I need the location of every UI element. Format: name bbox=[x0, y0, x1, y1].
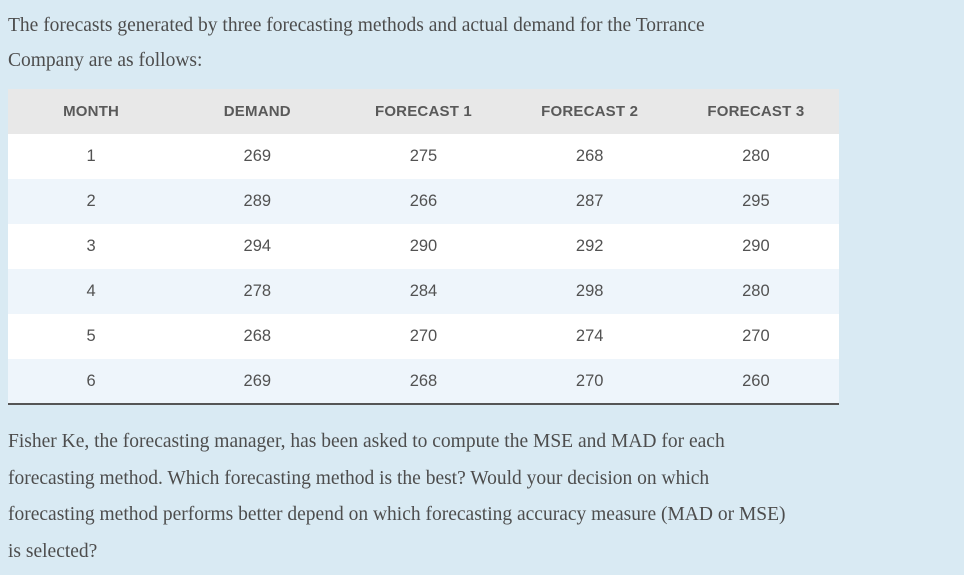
table-header-row: MONTH DEMAND FORECAST 1 FORECAST 2 FOREC… bbox=[8, 89, 839, 134]
table-cell: 275 bbox=[409, 147, 438, 165]
table-cell: 298 bbox=[575, 282, 604, 300]
table-cell: 295 bbox=[742, 192, 770, 210]
table-cell: 294 bbox=[243, 237, 272, 255]
table-row: 5 268 270 274 270 bbox=[8, 314, 839, 359]
intro-paragraph: The forecasts generated by three forecas… bbox=[8, 6, 956, 78]
table-cell: 278 bbox=[243, 282, 272, 300]
question-line: Fisher Ke, the forecasting manager, has … bbox=[8, 431, 725, 452]
table-cell: 289 bbox=[243, 192, 272, 210]
table-cell: 268 bbox=[243, 327, 272, 345]
table-cell: 260 bbox=[742, 371, 770, 390]
table-cell: 280 bbox=[742, 147, 770, 165]
table-cell: 3 bbox=[86, 237, 96, 255]
table-cell: 270 bbox=[409, 327, 438, 345]
table-cell: 1 bbox=[86, 147, 96, 165]
table-cell: 270 bbox=[575, 371, 604, 390]
table-row: 6 269 268 270 260 bbox=[8, 359, 839, 404]
column-header-month: MONTH bbox=[8, 89, 175, 134]
question-paragraph: Fisher Ke, the forecasting manager, has … bbox=[8, 424, 956, 570]
table-cell: 290 bbox=[409, 237, 438, 255]
table-row: 2 289 266 287 295 bbox=[8, 179, 839, 224]
intro-line: The forecasts generated by three forecas… bbox=[8, 15, 705, 36]
table-cell: 287 bbox=[575, 192, 604, 210]
table-cell: 266 bbox=[409, 192, 438, 210]
question-line: forecasting method. Which forecasting me… bbox=[8, 467, 710, 489]
table-cell: 5 bbox=[86, 327, 96, 345]
table-cell: 269 bbox=[243, 371, 272, 390]
table-cell: 284 bbox=[409, 282, 438, 300]
table-row: 3 294 290 292 290 bbox=[8, 224, 839, 269]
column-header-demand: DEMAND bbox=[174, 89, 341, 134]
intro-line: Company are as follows: bbox=[8, 50, 203, 71]
table-cell: 269 bbox=[243, 147, 272, 165]
table-cell: 280 bbox=[742, 282, 770, 300]
question-line: is selected? bbox=[8, 540, 98, 562]
table-cell: 4 bbox=[86, 282, 96, 300]
table-cell: 6 bbox=[86, 371, 96, 390]
table-row: 4 278 284 298 280 bbox=[8, 269, 839, 314]
forecast-table: MONTH DEMAND FORECAST 1 FORECAST 2 FOREC… bbox=[8, 89, 839, 405]
question-line: forecasting method performs better depen… bbox=[8, 504, 786, 525]
column-header-forecast-3: FORECAST 3 bbox=[672, 89, 839, 134]
table-cell: 290 bbox=[742, 237, 770, 255]
table-row: 1 269 275 268 280 bbox=[8, 134, 839, 179]
table-cell: 268 bbox=[409, 371, 438, 390]
column-header-forecast-1: FORECAST 1 bbox=[340, 89, 507, 134]
column-header-forecast-2: FORECAST 2 bbox=[506, 89, 673, 134]
table-cell: 2 bbox=[86, 192, 96, 210]
table-cell: 274 bbox=[575, 327, 604, 345]
table-cell: 268 bbox=[575, 147, 604, 165]
table-cell: 292 bbox=[575, 237, 604, 255]
table-cell: 270 bbox=[742, 327, 770, 345]
